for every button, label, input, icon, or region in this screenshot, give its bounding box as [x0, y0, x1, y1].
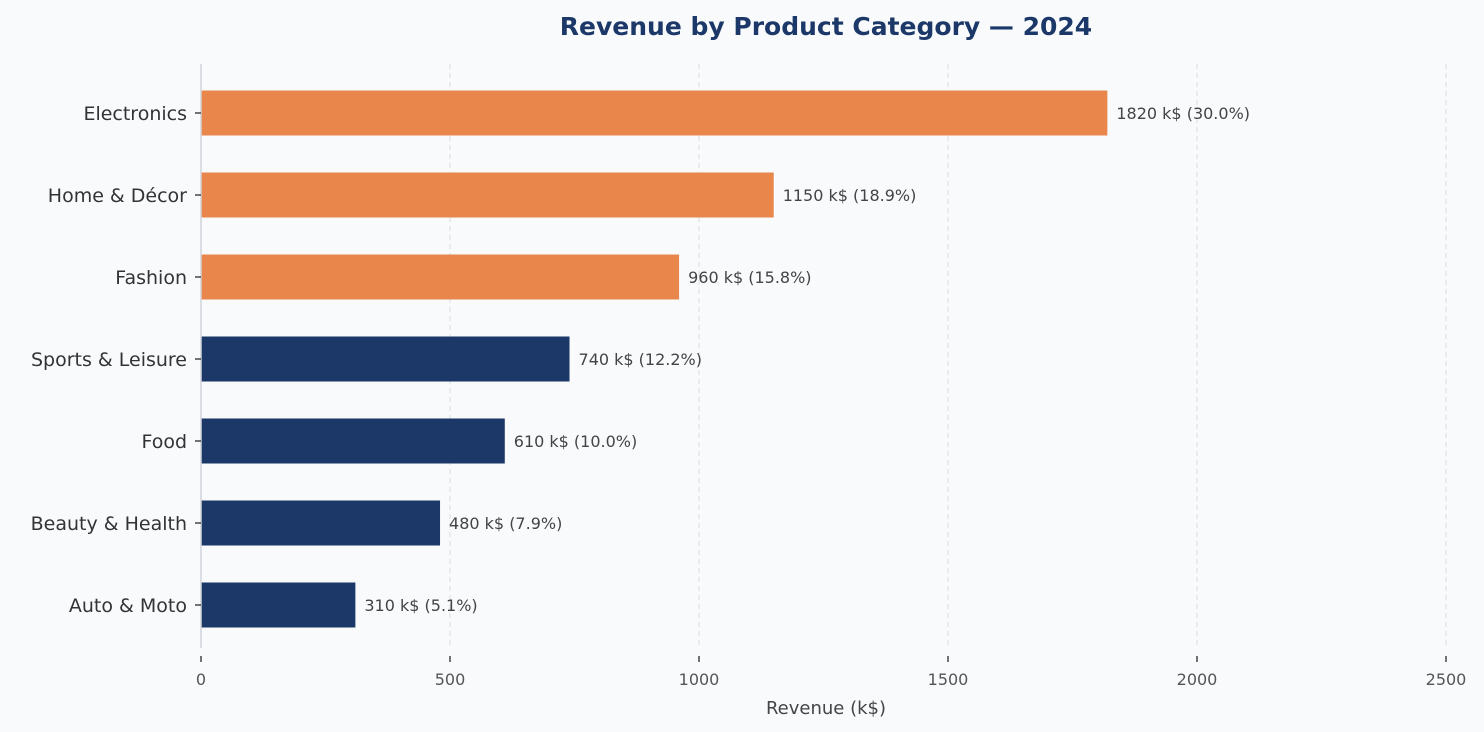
axes: [195, 64, 1447, 662]
bar: [201, 582, 356, 628]
x-tick-label: 0: [196, 670, 206, 689]
data-label: 480 k$ (7.9%): [449, 514, 562, 533]
bar: [201, 418, 505, 464]
x-tick-label: 1500: [928, 670, 969, 689]
bars: [201, 90, 1108, 628]
bar: [201, 172, 774, 218]
bar: [201, 336, 570, 382]
labels: 0 500 1000 1500 2000 2500 Electronics 1820 k$ (…: [31, 103, 1467, 689]
category-label: Beauty & Health: [31, 513, 187, 535]
category-label: Home & Décor: [48, 185, 187, 207]
bar: [201, 254, 680, 300]
x-tick-label: 2000: [1177, 670, 1218, 689]
category-label: Sports & Leisure: [31, 349, 187, 371]
category-label: Auto & Moto: [69, 595, 187, 617]
data-label: 1820 k$ (30.0%): [1116, 104, 1250, 123]
data-label: 310 k$ (5.1%): [364, 596, 477, 615]
category-label: Electronics: [83, 103, 187, 125]
data-label: 610 k$ (10.0%): [514, 432, 637, 451]
x-tick-label: 2500: [1426, 670, 1467, 689]
bar: [201, 500, 441, 546]
category-label: Food: [141, 431, 187, 453]
chart-title: Revenue by Product Category — 2024: [560, 12, 1092, 41]
bar: [201, 90, 1108, 136]
x-tick-label: 1000: [679, 670, 720, 689]
data-label: 740 k$ (12.2%): [579, 350, 702, 369]
x-axis-label: Revenue (k$): [766, 698, 886, 719]
data-label: 1150 k$ (18.9%): [783, 186, 917, 205]
x-tick-label: 500: [435, 670, 466, 689]
category-label: Fashion: [115, 267, 187, 289]
data-label: 960 k$ (15.8%): [688, 268, 811, 287]
